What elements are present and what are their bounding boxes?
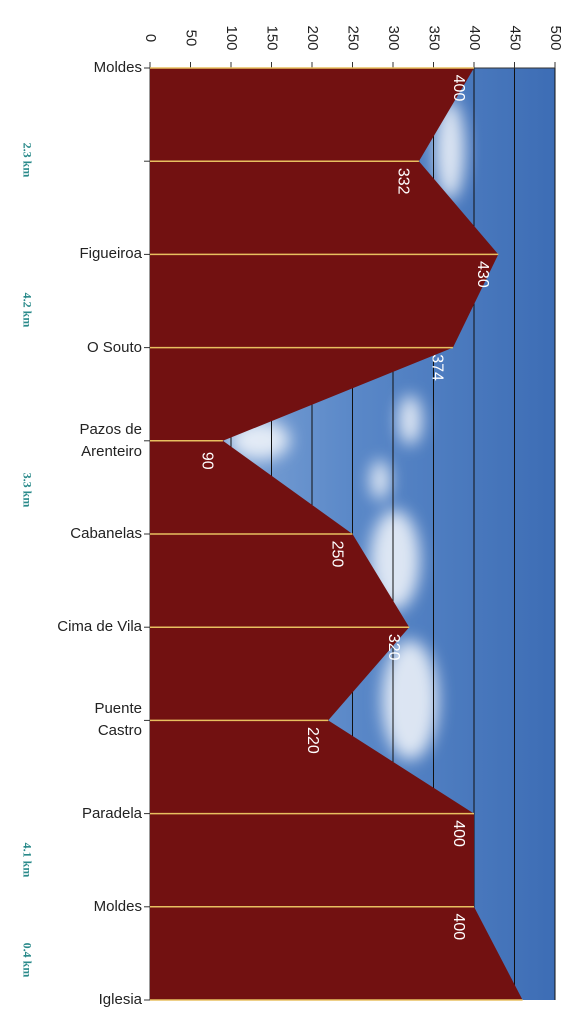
data-label: 90 xyxy=(199,452,216,470)
category-label: Cima de Vila xyxy=(57,618,142,636)
data-label: 400 xyxy=(450,913,467,940)
data-label: 400 xyxy=(450,75,467,102)
distance-annotation: 4.2 km xyxy=(20,293,34,328)
data-label: 430 xyxy=(474,261,491,288)
x-tick-label: 450 xyxy=(507,25,524,50)
distance-annotation: 4.1 km xyxy=(20,843,34,878)
x-tick-label: 350 xyxy=(426,25,443,50)
category-label: Puente Castro xyxy=(94,700,142,740)
x-tick-label: 400 xyxy=(466,25,483,50)
distance-annotation: 3.3 km xyxy=(20,473,34,508)
data-label: 332 xyxy=(395,168,412,195)
data-label: 460 xyxy=(498,1007,515,1016)
x-tick-label: 0 xyxy=(142,34,159,42)
distance-annotation: 0.4 km xyxy=(20,943,34,978)
category-label: Paradela xyxy=(81,804,142,822)
clouds xyxy=(230,100,465,760)
data-label: 220 xyxy=(304,727,321,754)
category-label: O Souto xyxy=(86,338,142,356)
x-tick-label: 150 xyxy=(264,25,281,50)
category-label: Figueiroa xyxy=(79,245,142,263)
category-label: Moldes xyxy=(93,59,142,76)
category-label: Moldes xyxy=(93,897,142,915)
category-label: Iglesia xyxy=(98,991,142,1008)
x-tick-label: 500 xyxy=(547,25,564,50)
data-label: 400 xyxy=(450,820,467,847)
x-tick-label: 250 xyxy=(345,25,362,50)
category-label: Pazos de Arenteiro xyxy=(79,420,142,460)
data-label: 374 xyxy=(429,354,446,381)
x-tick-label: 100 xyxy=(223,25,240,50)
distance-annotation: 2.3 km xyxy=(20,143,34,178)
x-tick-label: 200 xyxy=(304,25,321,50)
x-tick-label: 50 xyxy=(183,30,200,47)
category-label: Cabanelas xyxy=(70,525,142,542)
x-tick-label: 300 xyxy=(385,25,402,50)
data-label: 250 xyxy=(328,541,345,568)
data-label: 320 xyxy=(385,634,402,661)
